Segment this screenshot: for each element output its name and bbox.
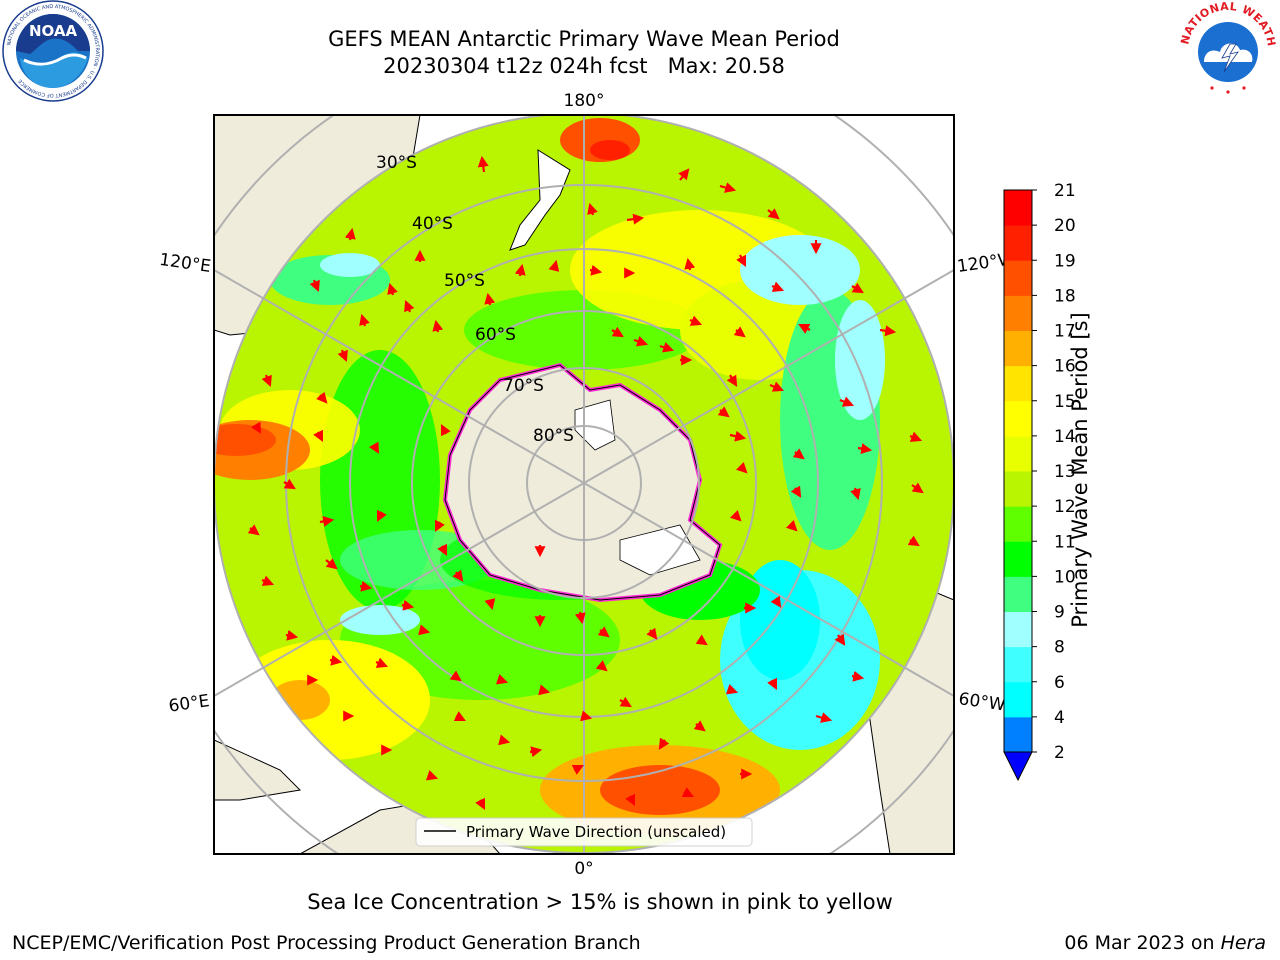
colorbar-segment <box>1004 225 1032 261</box>
colorbar-segment <box>1004 716 1032 753</box>
colorbar-segment <box>1004 435 1032 472</box>
colorbar-tick-label: 19 <box>1054 251 1076 271</box>
run-date: 06 Mar 2023 on Hera <box>1064 932 1266 954</box>
forecast-info: 20230304 t12z 024h fcst Max: 20.58 <box>383 54 785 78</box>
producer-credit: NCEP/EMC/Verification Post Processing Pr… <box>12 932 641 954</box>
chart-title: GEFS MEAN Antarctic Primary Wave Mean Pe… <box>328 27 840 51</box>
map-legend: Primary Wave Direction (unscaled) <box>415 817 753 847</box>
colorbar-segment <box>1004 576 1032 612</box>
colorbar-segment <box>1004 400 1032 437</box>
chart-subtitle: 20230304 t12z 024h fcst Max: 20.58 <box>284 53 884 80</box>
lat-label-70s: 70°S <box>503 376 544 396</box>
noaa-logo: NATIONAL OCEANIC AND ATMOSPHERIC ADMINIS… <box>2 0 104 102</box>
colorbar-tick-label: 14 <box>1054 427 1076 447</box>
colorbar-tick-label: 12 <box>1054 497 1076 517</box>
noaa-wordmark: NOAA <box>29 22 78 40</box>
wave-direction-arrows <box>247 155 924 810</box>
lon-label-60w: 60°W <box>957 689 1006 715</box>
colorbar-tick-label: 18 <box>1054 286 1076 306</box>
colorbar-segment <box>1004 295 1032 331</box>
colorbar-tick-label: 8 <box>1054 638 1065 658</box>
colorbar-tick-label: 10 <box>1054 567 1076 587</box>
colorbar-tick-label: 9 <box>1054 603 1065 623</box>
colorbar-segment <box>1004 681 1032 718</box>
wave-period-field <box>214 118 885 835</box>
colorbar-segment <box>1004 506 1032 542</box>
colorbar-tick-label: 17 <box>1054 322 1076 342</box>
legend-label: Primary Wave Direction (unscaled) <box>466 823 726 841</box>
lon-label-0: 0° <box>574 859 593 879</box>
colorbar-tick-label: 6 <box>1054 673 1065 693</box>
colorbar-tick-label: 2 <box>1054 743 1065 763</box>
colorbar-tick-label: 13 <box>1054 462 1076 482</box>
colorbar-tick-label: 15 <box>1054 392 1076 412</box>
colorbar-segment <box>1004 330 1032 367</box>
run-date-text: 06 Mar 2023 on <box>1064 932 1221 954</box>
colorbar-tick-label: 20 <box>1054 216 1076 236</box>
colorbar-label: Primary Wave Mean Period [s] <box>1068 312 1092 628</box>
colorbar-tick-label: 4 <box>1054 708 1065 728</box>
colorbar-segment <box>1004 365 1032 402</box>
run-machine: Hera <box>1220 932 1266 954</box>
lat-label-60s: 60°S <box>475 325 516 345</box>
lat-label-80s: 80°S <box>533 426 574 446</box>
colorbar-extend-triangle <box>1003 751 1033 782</box>
lat-label-50s: 50°S <box>444 271 485 291</box>
colorbar-segment <box>1004 260 1032 296</box>
lat-label-40s: 40°S <box>412 214 453 234</box>
lon-label-180: 180° <box>564 91 605 111</box>
lon-label-120e: 120°E <box>158 250 212 277</box>
sea-ice-caption: Sea Ice Concentration > 15% is shown in … <box>307 890 893 914</box>
colorbar-tick-label: 16 <box>1054 357 1076 377</box>
land-new-zealand <box>509 149 571 251</box>
colorbar-segment <box>1004 611 1032 648</box>
nws-logo: NATIONAL WEATHER SERVICE <box>1176 0 1277 98</box>
map-frame <box>213 114 955 855</box>
colorbar-tick-label: 11 <box>1054 532 1076 552</box>
colorbar: 2 4 6 8 9 10 11 12 13 14 15 16 17 18 19 20 21 <box>1003 181 1076 782</box>
colorbar-segment <box>1004 541 1032 577</box>
colorbar-segment <box>1004 190 1032 226</box>
lon-label-60e: 60°E <box>167 691 210 716</box>
colorbar-segment <box>1004 646 1032 683</box>
colorbar-segment <box>1004 471 1032 507</box>
lat-label-30s: 30°S <box>376 153 417 173</box>
colorbar-tick-label: 21 <box>1054 181 1076 201</box>
map-frame-content: Primary Wave Direction (unscaled) <box>214 115 954 854</box>
